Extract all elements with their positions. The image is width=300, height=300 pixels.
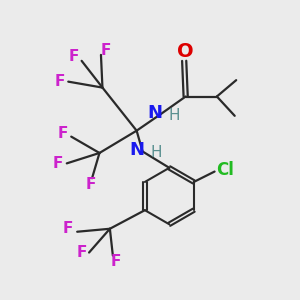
Text: F: F [100,43,111,58]
Text: N: N [130,141,145,159]
Text: N: N [148,104,163,122]
Text: F: F [53,156,63,171]
Text: O: O [177,42,194,62]
Text: H: H [168,108,179,123]
Text: F: F [57,126,68,141]
Text: F: F [111,254,121,269]
Text: F: F [69,49,80,64]
Text: Cl: Cl [216,161,234,179]
Text: F: F [54,74,64,89]
Text: F: F [76,245,87,260]
Text: F: F [63,221,74,236]
Text: H: H [150,146,162,160]
Text: F: F [85,177,96,192]
